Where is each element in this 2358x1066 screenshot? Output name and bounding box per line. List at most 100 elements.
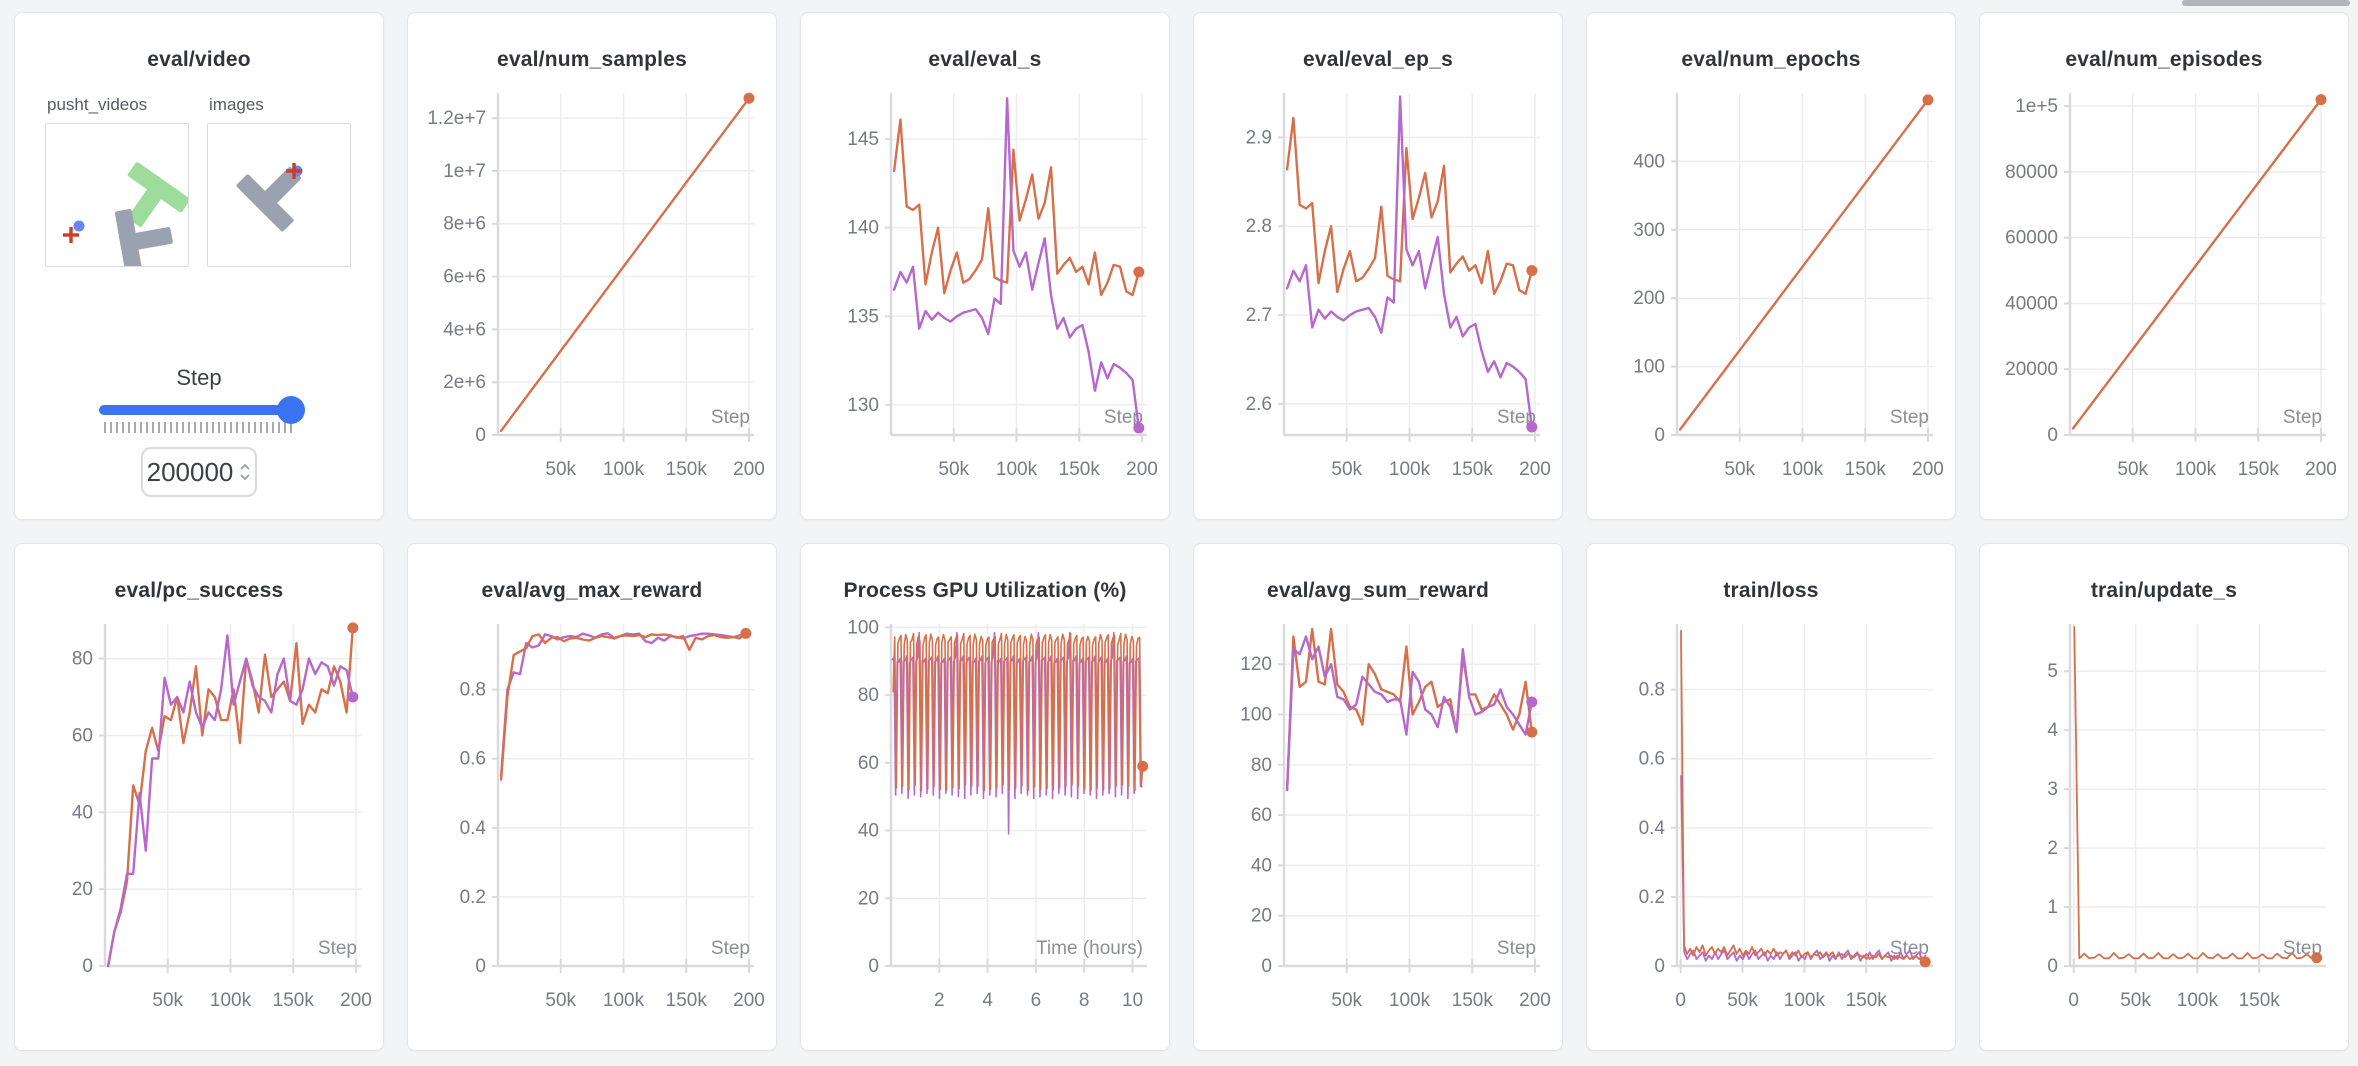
svg-text:1.2e+7: 1.2e+7 xyxy=(427,108,486,129)
images-thumbnail[interactable] xyxy=(207,123,351,267)
svg-text:0.4: 0.4 xyxy=(1639,818,1666,839)
svg-text:Step: Step xyxy=(2283,407,2322,428)
line-chart-eval-ep-s[interactable]: 2.6 2.7 2.8 2.9 50k 100k 150k 200 Step xyxy=(1200,81,1556,491)
svg-text:60000: 60000 xyxy=(2005,228,2058,249)
svg-text:0.8: 0.8 xyxy=(460,680,486,701)
panel-title: Process GPU Utilization (%) xyxy=(843,579,1127,602)
horizontal-scrollbar-thumb[interactable] xyxy=(2182,0,2350,6)
line-chart-num-epochs[interactable]: 0 100 200 300 400 50k 100k 150k 200 Step xyxy=(1593,81,1949,491)
svg-text:40: 40 xyxy=(1251,855,1272,876)
line-chart-avg-max-reward[interactable]: 0 0.2 0.4 0.6 0.8 50k 100k 150k 200 Step xyxy=(414,612,770,1022)
svg-text:4: 4 xyxy=(2047,720,2058,741)
svg-text:80: 80 xyxy=(858,685,879,706)
line-chart-gpu-utilization[interactable]: 0 20 40 60 80 100 2 4 6 8 10 Time (hours) xyxy=(807,612,1163,1022)
svg-text:50k: 50k xyxy=(545,990,576,1011)
svg-text:50k: 50k xyxy=(1724,459,1755,480)
svg-text:50k: 50k xyxy=(1331,990,1362,1011)
svg-text:150k: 150k xyxy=(1059,459,1101,480)
svg-text:2.7: 2.7 xyxy=(1246,305,1272,326)
svg-text:50k: 50k xyxy=(2120,990,2151,1011)
svg-text:50k: 50k xyxy=(545,459,576,480)
line-chart-num-episodes[interactable]: 0 20000 40000 60000 80000 1e+5 50k 100k 150k 200 S… xyxy=(1986,81,2342,491)
svg-text:100k: 100k xyxy=(210,990,252,1011)
svg-text:150k: 150k xyxy=(666,459,708,480)
svg-text:100: 100 xyxy=(1633,357,1665,378)
svg-text:1: 1 xyxy=(2047,897,2058,918)
line-chart-avg-sum-reward[interactable]: 0 20 40 60 80 100 120 50k 100k 150k 200 Step xyxy=(1200,612,1556,1022)
svg-text:0: 0 xyxy=(2068,990,2079,1011)
svg-text:0: 0 xyxy=(475,956,486,977)
step-slider-label: Step xyxy=(176,365,222,390)
svg-text:200: 200 xyxy=(733,459,765,480)
svg-text:200: 200 xyxy=(340,990,372,1011)
svg-text:100k: 100k xyxy=(1389,459,1431,480)
svg-text:8e+6: 8e+6 xyxy=(443,214,486,235)
panel-eval-eval-s: eval/eval_s 130 135 140 145 50k 100k 150k 200 St… xyxy=(800,12,1170,520)
step-control: Step 200000 xyxy=(15,365,383,497)
svg-text:20: 20 xyxy=(72,879,93,900)
svg-text:2: 2 xyxy=(934,990,945,1011)
svg-text:20000: 20000 xyxy=(2005,359,2058,380)
svg-text:0: 0 xyxy=(82,956,93,977)
svg-text:Time (hours): Time (hours) xyxy=(1036,938,1143,959)
agent-dot xyxy=(73,220,85,232)
panel-title: train/update_s xyxy=(2090,579,2238,602)
svg-text:150k: 150k xyxy=(1846,990,1888,1011)
panel-title: eval/num_epochs xyxy=(1681,48,1861,71)
stepper-up-icon[interactable] xyxy=(239,463,251,471)
svg-text:200: 200 xyxy=(2305,459,2337,480)
svg-text:3: 3 xyxy=(2047,779,2058,800)
svg-text:4e+6: 4e+6 xyxy=(443,319,486,340)
svg-text:0: 0 xyxy=(2047,425,2058,446)
panel-eval-video: eval/video pusht_videos xyxy=(14,12,384,520)
svg-text:Step: Step xyxy=(711,407,750,428)
svg-text:0.2: 0.2 xyxy=(1639,887,1665,908)
svg-text:10: 10 xyxy=(1122,990,1143,1011)
svg-text:200: 200 xyxy=(1912,459,1944,480)
svg-text:4: 4 xyxy=(982,990,993,1011)
svg-text:2.8: 2.8 xyxy=(1246,216,1272,237)
panel-eval-avg-max-reward: eval/avg_max_reward 0 0.2 0.4 0.6 0.8 50k 100k… xyxy=(407,543,777,1051)
line-chart-eval-s[interactable]: 130 135 140 145 50k 100k 150k 200 Step xyxy=(807,81,1163,491)
svg-text:100: 100 xyxy=(847,617,879,638)
svg-text:50k: 50k xyxy=(1331,459,1362,480)
panel-title: eval/eval_ep_s xyxy=(1303,48,1453,71)
pusht-videos-thumbnail[interactable] xyxy=(45,123,191,277)
media-row: pusht_videos xyxy=(45,95,383,277)
svg-text:50k: 50k xyxy=(2117,459,2148,480)
panel-train-update-s: train/update_s 0 1 2 3 4 5 0 50k 100k 150k Step xyxy=(1979,543,2349,1051)
svg-text:60: 60 xyxy=(858,753,879,774)
gray-t-shape xyxy=(236,167,301,232)
media-caption: images xyxy=(209,95,264,114)
svg-text:100k: 100k xyxy=(2175,459,2217,480)
svg-text:0.8: 0.8 xyxy=(1639,680,1665,701)
svg-text:200: 200 xyxy=(1519,990,1551,1011)
step-number-input[interactable]: 200000 xyxy=(141,447,257,497)
svg-text:100k: 100k xyxy=(996,459,1038,480)
svg-text:0: 0 xyxy=(1654,956,1665,977)
line-chart-pc-success[interactable]: 0 20 40 60 80 50k 100k 150k 200 Step xyxy=(21,612,377,1022)
panel-eval-avg-sum-reward: eval/avg_sum_reward 0 20 40 60 80 100 120 50k 10… xyxy=(1193,543,1563,1051)
target-cross-icon xyxy=(286,163,302,179)
svg-text:400: 400 xyxy=(1633,151,1665,172)
svg-text:6: 6 xyxy=(1031,990,1042,1011)
stepper-down-icon[interactable] xyxy=(239,473,251,481)
panel-title: train/loss xyxy=(1723,579,1819,602)
svg-text:0: 0 xyxy=(1675,990,1686,1011)
svg-text:2: 2 xyxy=(2047,838,2058,859)
panel-title: eval/num_samples xyxy=(497,48,687,71)
svg-text:50k: 50k xyxy=(152,990,183,1011)
svg-text:0: 0 xyxy=(1261,956,1272,977)
step-slider-track[interactable] xyxy=(99,396,305,424)
svg-text:40000: 40000 xyxy=(2005,293,2058,314)
svg-text:0: 0 xyxy=(1654,425,1665,446)
svg-text:150k: 150k xyxy=(2239,990,2281,1011)
svg-text:20: 20 xyxy=(858,888,879,909)
line-chart-num-samples[interactable]: 0 2e+6 4e+6 6e+6 8e+6 1e+7 1.2e+7 50k 100k 150k 20… xyxy=(414,81,770,491)
step-slider-ruler-ticks xyxy=(104,422,294,433)
media-figure-images: images xyxy=(207,95,351,272)
svg-text:0.2: 0.2 xyxy=(460,887,486,908)
step-slider-thumb[interactable] xyxy=(277,396,305,424)
